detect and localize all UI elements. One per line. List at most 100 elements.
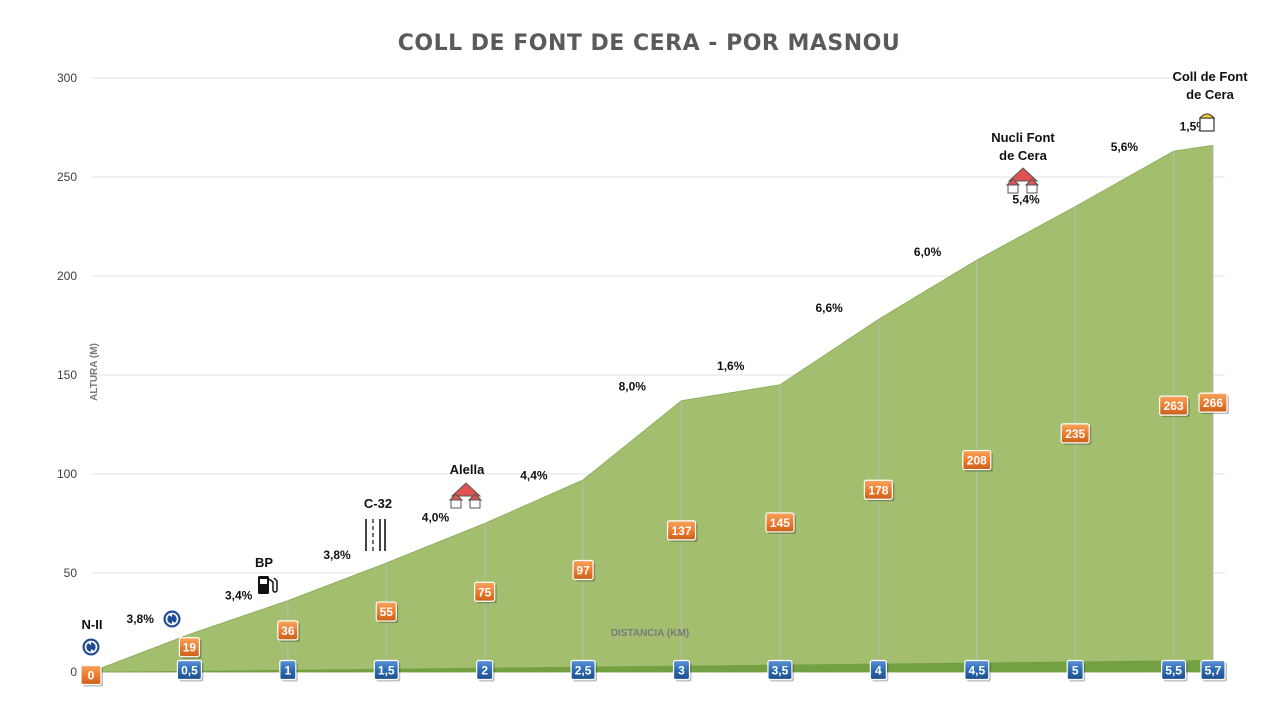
altitude-box: 36 [277,620,300,642]
roof-main [1007,167,1039,182]
box-background [962,449,992,471]
house-left [1007,184,1019,194]
pump-hose [268,577,278,593]
landmark: C-32 [364,496,392,551]
distance-box: 2 [476,659,495,682]
box-text: 208 [967,454,987,468]
pump-window [260,579,267,584]
sign-body [1199,117,1215,132]
box-background [869,659,887,681]
box-background [1060,423,1090,444]
gradient-label: 3,8% [323,548,351,562]
gradient-label: 4,0% [422,510,450,524]
y-axis: 0 50 100 150 200 250 300 [57,71,77,679]
distance-box: 5 [1066,659,1086,682]
box-background [672,659,691,681]
box-text: 137 [672,524,692,538]
box-text: 4,5 [968,664,985,678]
y-axis-label: ALTURA (M) [89,343,100,401]
box-background [964,659,990,681]
box-background [666,520,697,541]
box-text: 235 [1065,427,1085,441]
box-background [1200,659,1226,681]
box-text: 2 [481,664,488,678]
altitude-box: 137 [666,520,698,542]
altitude-box: 19 [178,637,202,659]
gradient-label: 8,0% [619,379,647,393]
landmark: Alella [448,462,485,509]
sign-top [1198,113,1216,119]
y-tick-label: 300 [57,71,77,85]
y-tick-label: 50 [64,566,78,580]
landmark: N-II [82,617,102,656]
box-text: 5,7 [1205,664,1222,678]
altitude-box: 178 [863,479,895,502]
distance-labels: 0,5 1 1,5 2 2,5 3 3,5 4 4,5 5 5,5 5,7 [176,659,1227,682]
landmark [163,610,181,628]
box-text: 3 [678,664,685,678]
box-background [765,512,795,533]
gradient-label: 5,6% [1111,140,1139,154]
box-text: 5,5 [1165,664,1182,678]
landmark-label: Coll de Font [1172,69,1248,84]
roof-main [450,482,482,497]
roundabout-icon [82,638,100,656]
y-tick-label: 200 [57,269,77,283]
y-tick-label: 100 [57,467,77,481]
house-right [469,499,481,509]
gradient-label: 5,4% [1012,192,1040,206]
roundabout-arrows [88,641,94,653]
altitude-box: 235 [1060,423,1092,445]
box-background [277,620,299,641]
gradient-label: 1,6% [717,359,745,373]
altitude-box: 266 [1198,392,1229,415]
altitude-box: 0 [80,664,103,687]
box-text: 4 [875,664,882,678]
roundabout-arrows [169,613,175,625]
distance-box: 3,5 [767,659,794,682]
gradient-label: 6,6% [815,301,843,315]
box-background [570,659,596,681]
box-text: 3,5 [772,664,789,678]
box-text: 2,5 [575,664,592,678]
box-background [572,559,594,581]
summit-sign-icon [1198,113,1216,132]
y-tick-label: 150 [57,368,77,382]
box-background [863,479,893,500]
landmark-label: BP [255,555,273,570]
y-tick-label: 0 [70,665,77,679]
box-text: 97 [576,563,590,577]
box-background [279,659,297,681]
landmark-label: de Cera [999,148,1047,163]
box-background [178,637,201,658]
pump-body [258,576,269,594]
x-axis-label: DISTANCIA (KM) [611,628,689,639]
distance-box: 5,5 [1161,659,1188,682]
box-background [1198,392,1228,413]
box-background [375,601,397,622]
box-background [176,659,203,681]
box-text: 1,5 [378,664,395,678]
highway-icon [365,519,386,551]
altitude-box: 145 [765,512,796,534]
box-background [80,664,102,686]
box-text: 145 [770,516,790,530]
box-background [476,659,494,681]
box-text: 36 [281,624,295,638]
roundabout-icon [163,610,181,628]
chart-title: COLL DE FONT DE CERA - POR MASNOU [398,31,901,56]
house-right [1026,184,1038,194]
gradient-label: 6,0% [914,245,942,259]
box-text: 75 [478,585,492,599]
box-text: 1 [284,664,291,678]
box-text: 0 [88,669,95,683]
box-text: 5 [1072,664,1079,678]
landmark-label: de Cera [1186,87,1234,102]
distance-box: 4 [869,659,889,682]
distance-box: 1,5 [373,659,401,682]
distance-box: 4,5 [964,659,991,682]
box-text: 266 [1203,396,1223,410]
